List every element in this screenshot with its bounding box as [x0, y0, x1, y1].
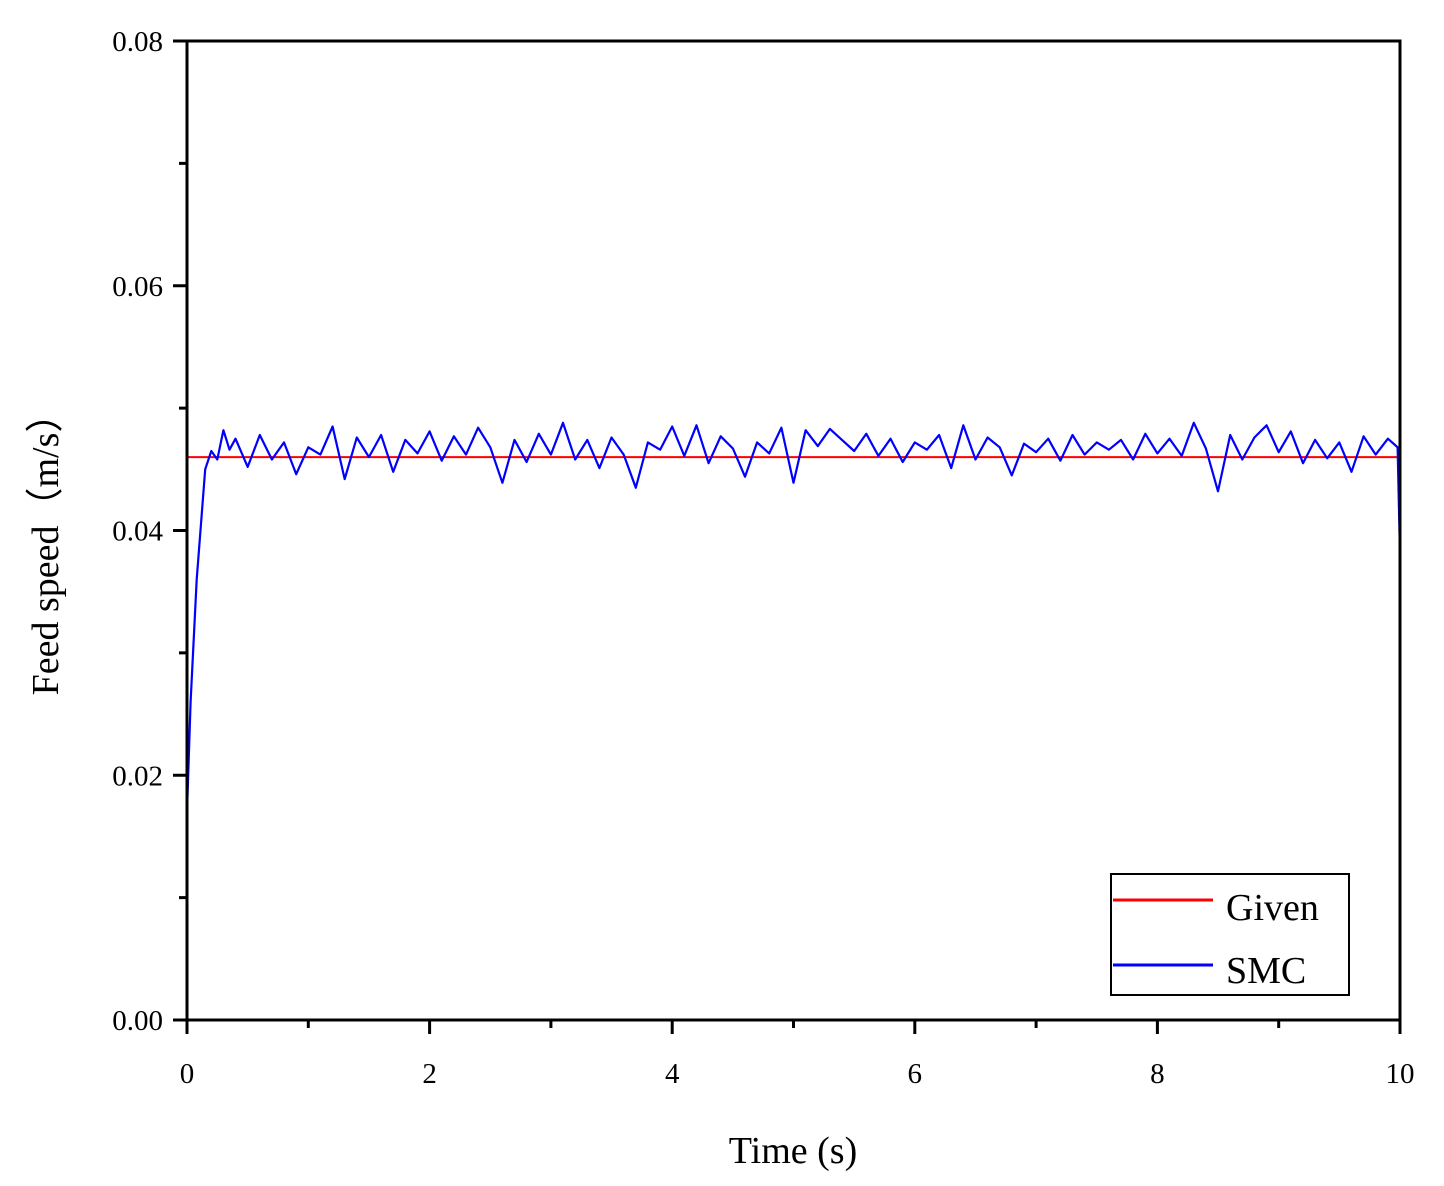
y-tick-label: 0.08	[112, 26, 163, 58]
x-tick-label: 4	[665, 1058, 680, 1090]
y-tick-label: 0.04	[112, 516, 163, 548]
x-tick-label: 6	[908, 1058, 923, 1090]
legend-box	[1110, 873, 1350, 996]
x-tick-label: 2	[422, 1058, 437, 1090]
y-tick-label: 0.02	[112, 760, 163, 792]
x-axis-title: Time (s)	[729, 1130, 857, 1172]
x-tick-label: 8	[1150, 1058, 1165, 1090]
y-tick-label: 0.06	[112, 271, 163, 303]
legend-label-given: Given	[1226, 887, 1319, 929]
y-tick-label: 0.00	[112, 1005, 163, 1037]
x-tick-label: 0	[180, 1058, 195, 1090]
x-tick-label: 10	[1386, 1058, 1415, 1090]
tick-layer: 0 2 4 6 8 10 0.00 0.02 0.04 0.06 0.08	[112, 26, 1414, 1090]
y-axis-title: Feed speed（m/s）	[25, 395, 67, 696]
series-layer	[187, 421, 1400, 813]
legend: Given SMC	[1110, 873, 1350, 996]
series-line-smc	[187, 421, 1400, 813]
legend-label-smc: SMC	[1226, 950, 1306, 992]
